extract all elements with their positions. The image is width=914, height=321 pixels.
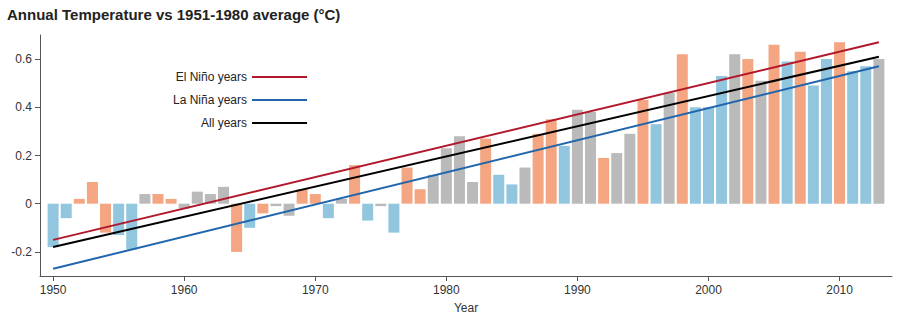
svg-text:-0.2: -0.2 (11, 245, 32, 259)
svg-text:1950: 1950 (40, 283, 67, 297)
svg-text:Annual Temperature vs 1951-198: Annual Temperature vs 1951-1980 average … (7, 6, 340, 23)
svg-text:2010: 2010 (826, 283, 853, 297)
svg-text:All years: All years (201, 116, 247, 130)
svg-text:0.4: 0.4 (15, 100, 32, 114)
svg-text:1960: 1960 (171, 283, 198, 297)
svg-text:0: 0 (25, 197, 32, 211)
svg-text:1970: 1970 (302, 283, 329, 297)
svg-text:Year: Year (454, 301, 478, 315)
svg-text:El Niño years: El Niño years (176, 70, 247, 84)
svg-text:0.6: 0.6 (15, 52, 32, 66)
svg-text:1980: 1980 (433, 283, 460, 297)
svg-text:2000: 2000 (695, 283, 722, 297)
svg-text:1990: 1990 (564, 283, 591, 297)
svg-text:0.2: 0.2 (15, 149, 32, 163)
svg-text:La Niña years: La Niña years (173, 93, 247, 107)
